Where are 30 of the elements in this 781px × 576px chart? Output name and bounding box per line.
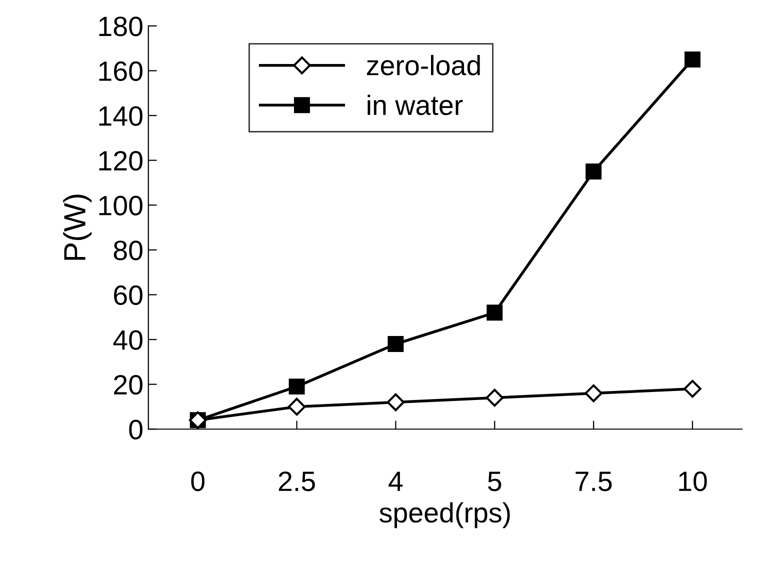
y-tick-label: 180 [99, 16, 142, 36]
point [288, 378, 305, 395]
point [586, 164, 602, 180]
x-tick-label: 10 [679, 472, 707, 492]
y-axis-title: P(W) [63, 194, 92, 260]
point [584, 384, 602, 402]
x-tick-label: 0 [191, 472, 204, 492]
y-tick-label: 0 [129, 420, 142, 440]
legend-label: in water [368, 94, 463, 116]
y-tick-label: 60 [114, 285, 142, 306]
point [684, 52, 700, 68]
x-tick-label: 2.5 [278, 472, 315, 492]
point [486, 388, 504, 407]
point [386, 393, 405, 412]
y-tick-label: 120 [99, 150, 142, 171]
y-tick-label: 100 [99, 196, 142, 216]
point [388, 336, 404, 352]
point [684, 380, 702, 398]
y-tick-label: 160 [99, 61, 142, 82]
y-tick-label: 80 [114, 240, 142, 260]
x-axis-title: speed(rps) [380, 502, 510, 528]
y-tick-label: 20 [114, 374, 142, 395]
point [486, 304, 503, 321]
x-tick-label: 4 [388, 472, 403, 491]
y-tick-label: 140 [99, 106, 142, 126]
legend-label: zero-load [366, 54, 480, 76]
point [288, 398, 306, 416]
x-tick-label: 7.5 [576, 472, 612, 492]
x-tick-label: 5 [488, 472, 502, 492]
y-tick-label: 40 [113, 330, 142, 350]
